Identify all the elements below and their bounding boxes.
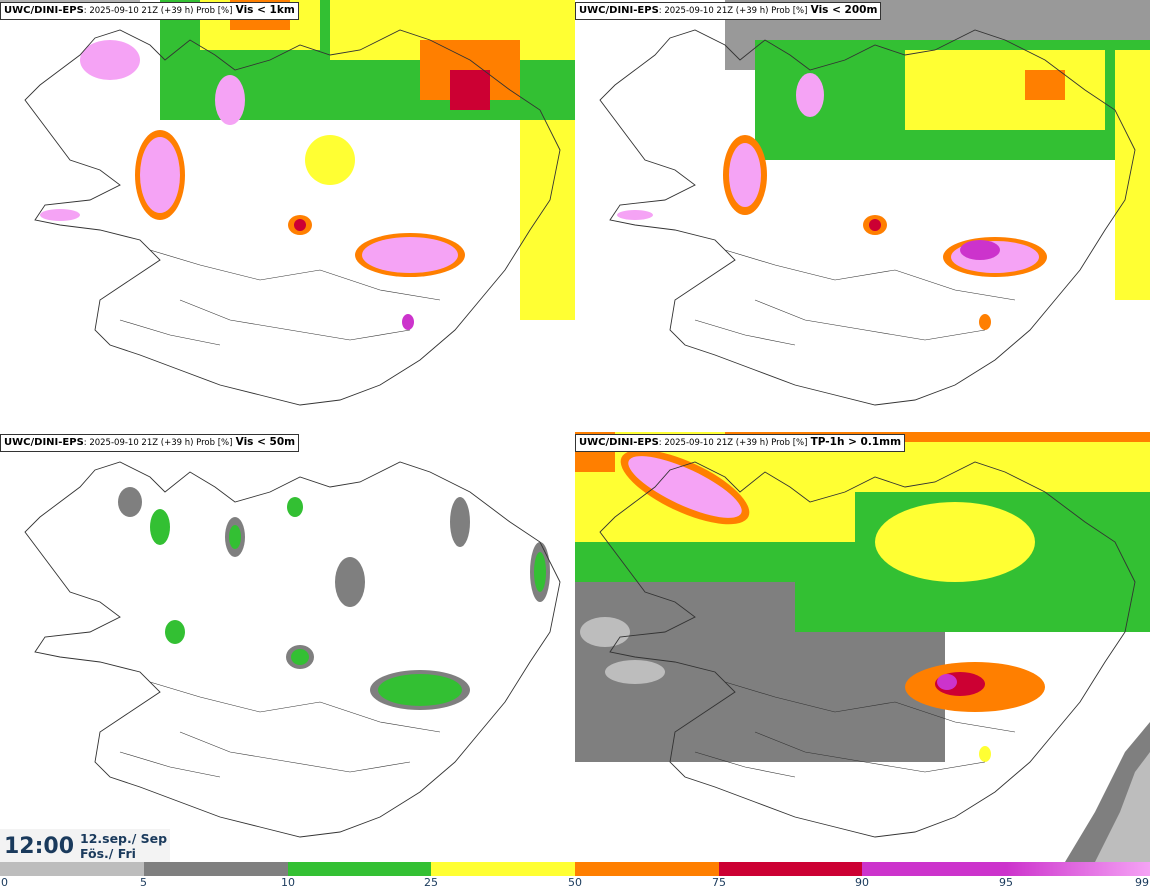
map-panel-precip: UWC/DINI-EPS: 2025-09-10 21Z (+39 h) Pro…	[575, 432, 1150, 862]
valid-date-line1: 12.sep./ Sep	[80, 831, 168, 846]
legend-tick-5: 5	[140, 876, 147, 889]
legend-tick-95: 95	[999, 876, 1013, 889]
legend-tick-90: 90	[855, 876, 869, 889]
legend-seg-4	[575, 862, 719, 876]
map-panel-vis-50m: UWC/DINI-EPS: 2025-09-10 21Z (+39 h) Pro…	[0, 432, 575, 862]
legend-seg-2	[288, 862, 431, 876]
legend-tick-99: 99	[1135, 876, 1149, 889]
valid-date: 12.sep./ Sep Fös./ Fri	[80, 831, 167, 861]
panel-title: UWC/DINI-EPS: 2025-09-10 21Z (+39 h) Pro…	[0, 2, 299, 20]
legend-seg-1	[144, 862, 288, 876]
legend-colorbar	[0, 862, 1150, 876]
legend-ticks: 0 5 10 25 50 75 90 95 99	[0, 876, 1150, 891]
legend-seg-5	[719, 862, 862, 876]
map-vis-200m	[599, 0, 1150, 406]
map-precip	[575, 432, 1150, 862]
valid-time: 12:00	[4, 834, 75, 859]
legend-seg-0	[0, 862, 144, 876]
legend-tick-50: 50	[568, 876, 582, 889]
valid-date-line2: Fös./ Fri	[80, 846, 136, 861]
panel-title: UWC/DINI-EPS: 2025-09-10 21Z (+39 h) Pro…	[575, 434, 906, 452]
legend-tick-10: 10	[281, 876, 295, 889]
map-panel-vis-200m: UWC/DINI-EPS: 2025-09-10 21Z (+39 h) Pro…	[575, 0, 1150, 430]
map-vis-1km	[0, 0, 575, 406]
legend-seg-3	[431, 862, 575, 876]
legend-seg-6	[862, 862, 1006, 876]
valid-time-box: 12:00 12.sep./ Sep Fös./ Fri	[0, 829, 170, 863]
panel-title: UWC/DINI-EPS: 2025-09-10 21Z (+39 h) Pro…	[0, 434, 300, 452]
legend-seg-7	[1006, 862, 1150, 876]
legend-tick-25: 25	[424, 876, 438, 889]
map-vis-50m	[24, 461, 561, 838]
legend-tick-0: 0	[1, 876, 8, 889]
map-panel-vis-1km: UWC/DINI-EPS: 2025-09-10 21Z (+39 h) Pro…	[0, 0, 575, 430]
legend-tick-75: 75	[712, 876, 726, 889]
panel-title: UWC/DINI-EPS: 2025-09-10 21Z (+39 h) Pro…	[575, 2, 882, 20]
